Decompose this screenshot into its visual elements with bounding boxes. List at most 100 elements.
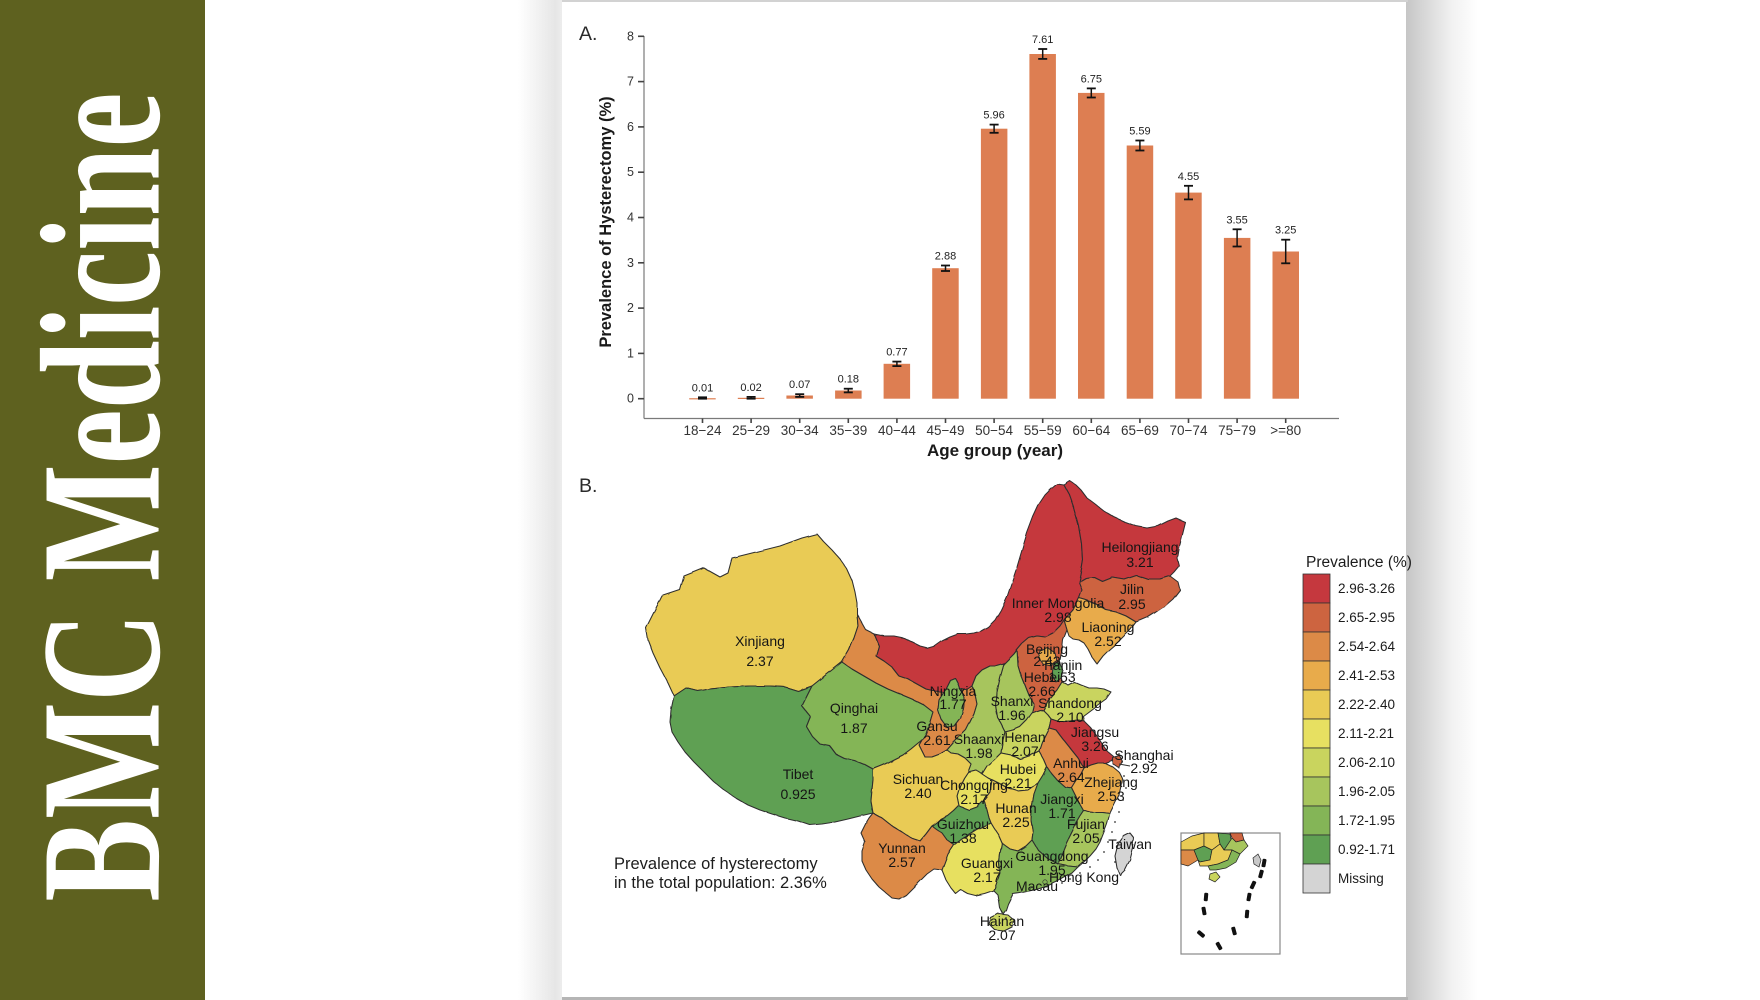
svg-text:1.53: 1.53 (1048, 669, 1075, 685)
svg-text:Macau: Macau (1016, 878, 1058, 894)
svg-text:Inner Mongolia: Inner Mongolia (1012, 595, 1105, 611)
svg-text:2.61: 2.61 (923, 732, 950, 748)
svg-text:2.21: 2.21 (1004, 775, 1031, 791)
svg-text:B.: B. (579, 475, 597, 497)
svg-text:Hubei: Hubei (1000, 761, 1037, 777)
svg-text:35−39: 35−39 (829, 423, 867, 438)
svg-text:7: 7 (627, 75, 634, 89)
svg-text:Sichuan: Sichuan (893, 771, 944, 787)
svg-text:Shanghai: Shanghai (1114, 747, 1173, 763)
svg-text:5.96: 5.96 (983, 110, 1004, 122)
svg-text:45−49: 45−49 (927, 423, 965, 438)
svg-text:2.92: 2.92 (1130, 760, 1157, 776)
svg-text:2.95: 2.95 (1118, 596, 1145, 612)
svg-text:1.98: 1.98 (965, 745, 992, 761)
svg-text:2.98: 2.98 (1044, 609, 1071, 625)
svg-text:2: 2 (627, 301, 634, 315)
svg-text:2.22-2.40: 2.22-2.40 (1338, 697, 1395, 712)
svg-text:2.07: 2.07 (988, 927, 1015, 943)
svg-text:2.54-2.64: 2.54-2.64 (1338, 639, 1396, 654)
svg-text:Qinghai: Qinghai (830, 700, 878, 716)
svg-text:2.25: 2.25 (1002, 814, 1029, 830)
svg-text:3: 3 (627, 256, 634, 270)
svg-text:2.10: 2.10 (1056, 709, 1083, 725)
svg-text:Fujian: Fujian (1067, 816, 1105, 832)
svg-text:Henan: Henan (1004, 729, 1045, 745)
svg-text:18−24: 18−24 (684, 423, 722, 438)
svg-text:1.96: 1.96 (998, 707, 1025, 723)
svg-text:50−54: 50−54 (975, 423, 1013, 438)
svg-text:2.53: 2.53 (1097, 788, 1124, 804)
svg-text:4.55: 4.55 (1178, 171, 1199, 183)
svg-text:55−59: 55−59 (1024, 423, 1062, 438)
svg-text:5: 5 (627, 165, 634, 179)
svg-text:1.96-2.05: 1.96-2.05 (1338, 784, 1395, 799)
svg-text:0.02: 0.02 (740, 382, 761, 394)
svg-text:8: 8 (627, 29, 634, 43)
svg-text:2.06-2.10: 2.06-2.10 (1338, 755, 1395, 770)
svg-text:70−74: 70−74 (1170, 423, 1208, 438)
svg-text:0.18: 0.18 (838, 374, 859, 386)
svg-text:3.55: 3.55 (1226, 214, 1247, 226)
svg-text:3.21: 3.21 (1126, 554, 1153, 570)
svg-text:Taiwan: Taiwan (1108, 836, 1152, 852)
svg-text:Hebei: Hebei (1024, 669, 1061, 685)
svg-text:6.75: 6.75 (1081, 73, 1102, 85)
svg-text:Prevalence of hysterectomy: Prevalence of hysterectomy (614, 855, 818, 873)
svg-text:1.95: 1.95 (1038, 862, 1065, 878)
svg-text:2.88: 2.88 (935, 251, 956, 263)
svg-text:2.17: 2.17 (960, 791, 987, 807)
svg-text:Anhui: Anhui (1053, 755, 1089, 771)
svg-text:Ningxia: Ningxia (930, 683, 977, 699)
svg-text:2.43: 2.43 (1033, 653, 1060, 669)
svg-text:Hainan: Hainan (980, 913, 1024, 929)
svg-text:7.61: 7.61 (1032, 34, 1053, 46)
svg-text:4: 4 (627, 211, 634, 225)
svg-text:Missing: Missing (1338, 871, 1384, 886)
svg-text:Jiangsu: Jiangsu (1071, 724, 1119, 740)
svg-text:2.65-2.95: 2.65-2.95 (1338, 610, 1395, 625)
svg-text:Guizhou: Guizhou (937, 816, 989, 832)
svg-text:Tibet: Tibet (783, 766, 814, 782)
svg-text:Prevalence (%): Prevalence (%) (1306, 554, 1412, 571)
svg-text:Hunan: Hunan (995, 800, 1036, 816)
svg-text:2.37: 2.37 (746, 653, 773, 669)
svg-text:1.38: 1.38 (949, 830, 976, 846)
svg-text:1.87: 1.87 (840, 720, 867, 736)
svg-text:Hong Kong: Hong Kong (1049, 869, 1119, 885)
svg-text:0.77: 0.77 (886, 347, 907, 359)
svg-text:2.57: 2.57 (888, 854, 915, 870)
svg-text:Age group (year): Age group (year) (927, 441, 1063, 460)
svg-text:Guangdong: Guangdong (1015, 848, 1088, 864)
svg-text:A.: A. (579, 23, 597, 45)
svg-text:5.59: 5.59 (1129, 126, 1150, 138)
svg-text:6: 6 (627, 120, 634, 134)
svg-text:30−34: 30−34 (781, 423, 819, 438)
svg-text:60−64: 60−64 (1072, 423, 1110, 438)
svg-text:Gansu: Gansu (916, 718, 957, 734)
svg-text:Liaoning: Liaoning (1082, 619, 1135, 635)
svg-text:Heilongjiang: Heilongjiang (1101, 539, 1178, 555)
svg-text:2.52: 2.52 (1094, 633, 1121, 649)
svg-text:Tianjin: Tianjin (1042, 657, 1083, 673)
svg-text:75−79: 75−79 (1218, 423, 1256, 438)
svg-text:>=80: >=80 (1270, 423, 1301, 438)
svg-text:1.72-1.95: 1.72-1.95 (1338, 813, 1395, 828)
svg-text:Jiangxi: Jiangxi (1040, 791, 1084, 807)
svg-text:2.66: 2.66 (1028, 683, 1055, 699)
svg-text:Shandong: Shandong (1038, 695, 1102, 711)
svg-text:0.01: 0.01 (692, 382, 713, 394)
svg-text:25−29: 25−29 (732, 423, 770, 438)
svg-text:2.11-2.21: 2.11-2.21 (1338, 726, 1394, 741)
svg-text:in the total population: 2.36%: in the total population: 2.36% (614, 874, 827, 892)
svg-text:2.40: 2.40 (904, 785, 931, 801)
svg-text:Zhejiang: Zhejiang (1084, 774, 1138, 790)
svg-text:2.41-2.53: 2.41-2.53 (1338, 668, 1395, 683)
svg-text:40−44: 40−44 (878, 423, 916, 438)
svg-text:Xinjiang: Xinjiang (735, 633, 785, 649)
svg-text:0.925: 0.925 (780, 786, 815, 802)
svg-text:3.25: 3.25 (1275, 225, 1296, 237)
svg-text:65−69: 65−69 (1121, 423, 1159, 438)
svg-text:2.05: 2.05 (1072, 830, 1099, 846)
svg-text:Jilin: Jilin (1120, 581, 1144, 597)
